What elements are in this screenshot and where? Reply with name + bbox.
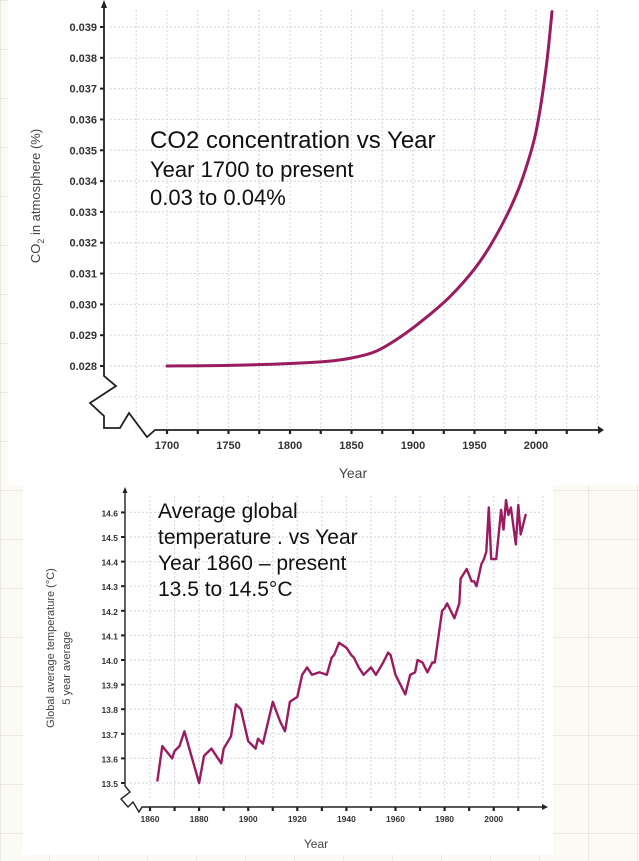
y-tick-label: 14.3 (101, 582, 118, 592)
y-tick-label: 14.1 (101, 631, 118, 641)
co2-annotation: CO2 concentration vs Year Year 1700 to p… (150, 126, 436, 212)
temperature-annotation-line: Average global (158, 500, 298, 523)
y-tick-label: 0.033 (69, 207, 97, 219)
y-tick-label: 0.031 (69, 269, 97, 281)
temperature-series (156, 498, 527, 785)
y-tick-label: 14.4 (101, 558, 118, 568)
y-tick-label: 0.029 (69, 330, 97, 342)
co2-x-axis-title: Year (339, 465, 368, 481)
y-tick-label: 13.8 (101, 705, 118, 715)
temperature-annotation: Average global temperature . vs Year Yea… (158, 499, 358, 603)
y-axis-arrow-icon (101, 0, 107, 8)
x-axis-arrow-icon (542, 804, 548, 810)
y-tick-label: 0.037 (69, 84, 97, 96)
y-tick-label: 13.9 (101, 681, 118, 691)
temperature-line (156, 498, 527, 785)
y-tick-label: 14.6 (101, 508, 118, 518)
co2-annotation-line: Year 1700 to present (150, 157, 354, 183)
co2-y-axis-title: CO2 in atmosphere (%) (28, 129, 46, 263)
y-tick-label: 0.030 (69, 299, 97, 311)
x-tick-label: 1860 (141, 814, 160, 824)
axis-line (119, 491, 542, 814)
temperature-annotation-line: 13.5 to 14.5°C (158, 578, 293, 602)
y-tick-label: 0.038 (69, 53, 97, 65)
co2-y-axis-title-rest: in atmosphere (%) (28, 129, 43, 239)
temperature-y-axis-title: Global average temperature (°C) (45, 568, 57, 728)
x-tick-label: 1950 (462, 440, 486, 452)
y-tick-label: 13.7 (101, 730, 118, 740)
y-tick-label: 0.032 (69, 238, 97, 250)
co2-annotation-line: 0.03 to 0.04% (150, 185, 286, 211)
y-tick-label: 0.028 (69, 361, 97, 373)
y-tick-label: 13.5 (101, 779, 118, 789)
y-tick-label: 0.039 (69, 22, 97, 34)
x-tick-label: 1900 (401, 440, 425, 452)
temperature-ticks: 13.5 13.6 13.7 13.8 13.9 14.0 14.1 14.2 14.3 14.4… (101, 508, 520, 824)
x-tick-label: 1980 (435, 814, 454, 824)
temperature-annotation-line: temperature . vs Year (158, 526, 358, 550)
x-tick-label: 1800 (278, 440, 302, 452)
y-tick-label: 14.5 (101, 533, 118, 543)
y-tick-label: 14.2 (101, 607, 118, 617)
temperature-axes (119, 487, 548, 814)
co2-line (165, 10, 554, 368)
x-tick-label: 2000 (524, 440, 548, 452)
x-axis-arrow-icon (598, 426, 604, 434)
co2-gridlines (110, 10, 600, 430)
co2-y-axis-title-sub: 2 (36, 239, 46, 244)
temperature-chart-panel (23, 485, 553, 855)
y-tick-label: 14.0 (101, 656, 118, 666)
y-tick-label: 0.035 (69, 145, 97, 157)
co2-y-axis-title-co: CO (28, 244, 43, 264)
temperature-chart: 13.5 13.6 13.7 13.8 13.9 14.0 14.1 14.2 14.3 14.4… (45, 487, 548, 851)
x-tick-label: 2000 (484, 814, 503, 824)
x-tick-label: 1700 (155, 440, 179, 452)
temperature-x-axis-title: Year (304, 837, 328, 851)
y-tick-label: 0.034 (69, 176, 97, 188)
x-tick-label: 1960 (386, 814, 405, 824)
temperature-gridlines (130, 496, 544, 800)
co2-annotation-line: CO2 concentration vs Year (150, 127, 436, 154)
x-tick-label: 1920 (288, 814, 307, 824)
co2-ticks: 0.028 0.029 0.030 0.031 0.032 0.033 0.034 0.035… (69, 22, 568, 452)
x-tick-label: 1940 (337, 814, 356, 824)
y-tick-label: 0.036 (69, 114, 97, 126)
x-tick-label: 1850 (339, 440, 363, 452)
x-tick-label: 1900 (239, 814, 258, 824)
y-axis-arrow-icon (122, 487, 128, 493)
co2-series (165, 10, 554, 368)
x-tick-label: 1880 (190, 814, 209, 824)
x-tick-label: 1750 (216, 440, 240, 452)
temperature-annotation-line: Year 1860 – present (158, 552, 347, 576)
axis-line (88, 4, 598, 439)
y-tick-label: 13.6 (101, 754, 118, 764)
co2-chart: 0.028 0.029 0.030 0.031 0.032 0.033 0.034 0.035… (28, 0, 604, 481)
temperature-y-axis-subtitle: 5 year average (61, 631, 73, 704)
co2-axes (88, 0, 604, 439)
